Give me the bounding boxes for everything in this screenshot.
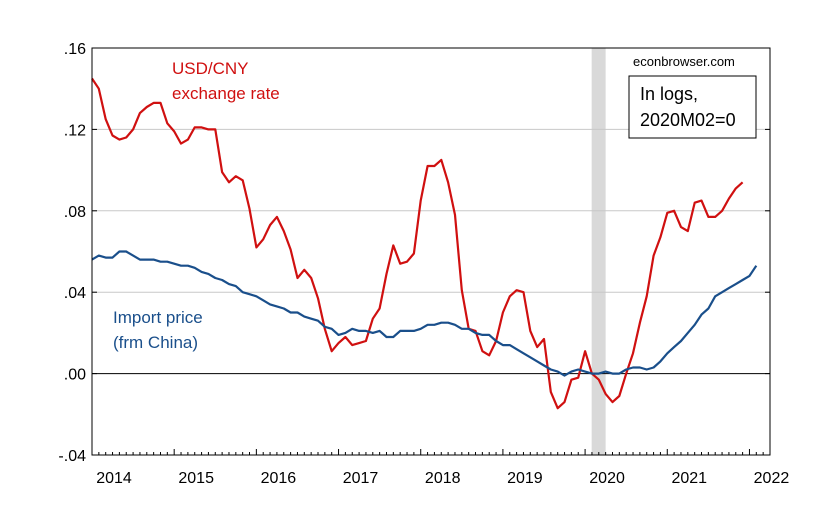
x-tick-label-5: 2019: [507, 470, 543, 487]
x-tick-label-0: 2014: [96, 470, 132, 487]
recession-shade: [591, 48, 606, 455]
series-line-0: [91, 77, 744, 410]
y-tick-label-3: .08: [64, 204, 86, 221]
x-tick-label-1: 2015: [178, 470, 214, 487]
x-tick-label-4: 2018: [425, 470, 461, 487]
x-tick-label-8: 2022: [754, 470, 790, 487]
recession-shading-layer: [591, 48, 606, 455]
y-tick-label-4: .12: [64, 122, 86, 139]
x-tick-label-3: 2017: [343, 470, 379, 487]
series-label-import-line2: (frm China): [113, 333, 198, 352]
y-tick-label-2: .04: [64, 285, 86, 302]
plot-frame: [91, 47, 771, 456]
tick-labels: -.04 .00 .04 .08 .12 .16 2014 2015 2016 2017 2018 2…: [58, 41, 789, 487]
series-label-usdcny-line2: exchange rate: [172, 84, 280, 103]
y-tick-label-5: .16: [64, 41, 86, 58]
x-tick-label-7: 2021: [671, 470, 707, 487]
credit-label: econbrowser.com: [633, 54, 735, 69]
note-line-2: 2020M02=0: [640, 110, 736, 130]
series-lines: [91, 77, 758, 410]
x-tick-label-2: 2016: [261, 470, 297, 487]
series-line-1: [91, 250, 758, 377]
series-label-usdcny-line1: USD/CNY: [172, 59, 249, 78]
y-tick-label-0: -.04: [58, 448, 86, 465]
note-line-1: In logs,: [640, 84, 698, 104]
axis-ticks: [91, 47, 771, 456]
note-box: [628, 75, 757, 139]
x-tick-label-6: 2020: [589, 470, 625, 487]
series-label-import-line1: Import price: [113, 308, 203, 327]
y-tick-label-1: .00: [64, 367, 86, 384]
